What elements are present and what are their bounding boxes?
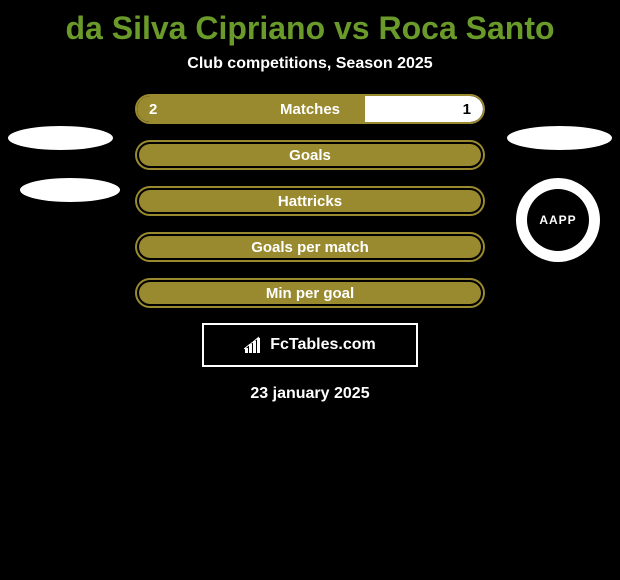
stat-row: Hattricks (0, 185, 620, 217)
chart-icon (244, 336, 264, 354)
stat-row: Goals per match (0, 231, 620, 263)
stat-row: 2 1 Matches (0, 93, 620, 125)
subtitle: Club competitions, Season 2025 (0, 55, 620, 93)
stat-label: Min per goal (266, 285, 354, 302)
stat-value-right: 1 (463, 101, 471, 118)
stat-bar: Min per goal (135, 278, 485, 308)
date-text: 23 january 2025 (0, 385, 620, 403)
stat-label: Matches (280, 101, 340, 118)
stat-bar: 2 1 Matches (135, 94, 485, 124)
stat-bar: Goals (135, 140, 485, 170)
stat-row: Min per goal (0, 277, 620, 309)
stat-value-left: 2 (149, 101, 157, 118)
stat-label: Goals (289, 147, 331, 164)
comparison-title: da Silva Cipriano vs Roca Santo (0, 0, 620, 55)
stat-label: Goals per match (251, 239, 369, 256)
stat-bar: Goals per match (135, 232, 485, 262)
brand-text: FcTables.com (270, 336, 376, 354)
stat-bar: Hattricks (135, 186, 485, 216)
stats-container: 2 1 Matches Goals Hattricks Goals per match Mi… (0, 93, 620, 309)
stat-row: Goals (0, 139, 620, 171)
brand-box: FcTables.com (202, 323, 418, 367)
stat-label: Hattricks (278, 193, 342, 210)
